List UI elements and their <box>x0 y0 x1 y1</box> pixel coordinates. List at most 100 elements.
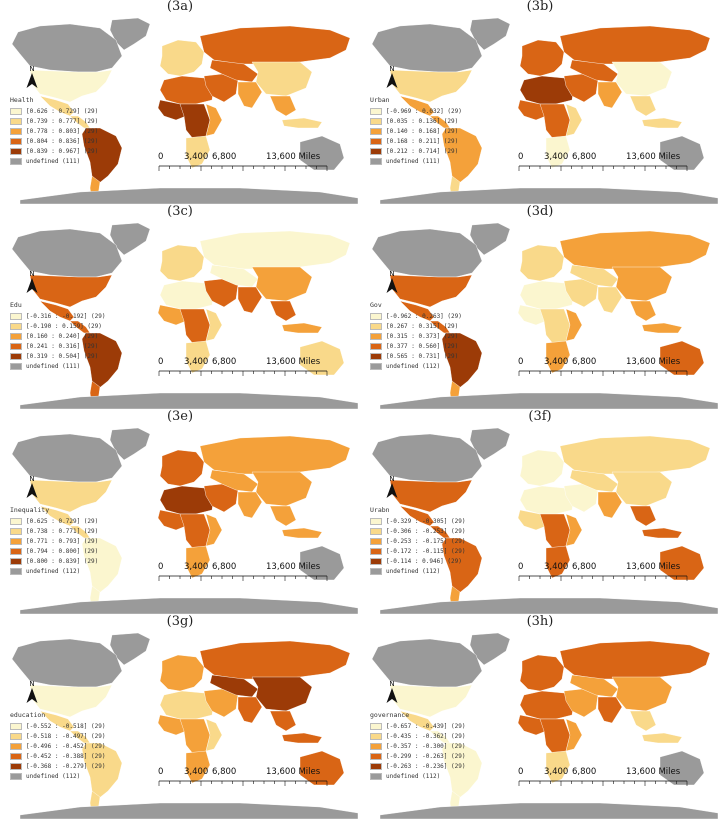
region-north-africa <box>519 690 575 720</box>
region-antarctica <box>19 187 359 204</box>
map-panel-3h: (3h) N governance [-0.657 : -0.439] (29)… <box>360 615 720 820</box>
scale-labels: 0 3,400 6,800 13,600 Miles <box>158 562 328 574</box>
legend-item-undefined: undefined (112) <box>370 566 465 576</box>
scale-label: 3,400 <box>184 152 209 162</box>
scale-label: 13,600 Miles <box>266 152 321 162</box>
legend-label: undefined (112) <box>386 567 441 575</box>
north-arrow-icon <box>386 73 398 88</box>
legend-swatch <box>10 107 22 115</box>
scale-bar: 0 3,400 6,800 13,600 Miles <box>518 357 688 380</box>
legend-item: [-0.452 : -0.388] (29) <box>10 751 105 761</box>
legend-item: [-0.329 : -0.305] (29) <box>370 516 465 526</box>
world-map <box>11 17 359 204</box>
north-arrow: N <box>385 679 399 705</box>
region-central-africa <box>539 718 571 756</box>
map-legend: Gov [-0.962 : 0.263] (29) [0.267 : 0.315]… <box>370 301 462 371</box>
scale-label: 6,800 <box>572 357 597 367</box>
scale-label: 6,800 <box>212 562 237 572</box>
region-indonesia <box>641 732 683 744</box>
region-india <box>237 696 263 724</box>
scale-ruler <box>518 165 688 171</box>
legend-item: [-0.253 : -0.175] (29) <box>370 536 465 546</box>
region-east-africa <box>565 513 583 547</box>
scale-label: 0 <box>518 152 524 162</box>
region-usa <box>29 274 113 308</box>
legend-label: [-0.657 : -0.439] (29) <box>386 722 466 730</box>
legend-label: [0.804 : 0.836] (29) <box>26 137 99 145</box>
scale-labels: 0 3,400 6,800 13,600 Miles <box>518 767 688 779</box>
region-usa <box>389 274 473 308</box>
legend-swatch <box>10 762 22 770</box>
region-central-africa <box>539 513 571 551</box>
scale-label: 6,800 <box>212 152 237 162</box>
north-arrow: N <box>385 64 399 90</box>
legend-swatch <box>10 137 22 145</box>
legend-swatch <box>10 772 22 780</box>
legend-label: [-0.518 : -0.497] (29) <box>26 732 106 740</box>
region-north-africa <box>519 75 575 105</box>
legend-item: [-0.306 : -0.253] (29) <box>370 526 465 536</box>
north-arrow: N <box>25 679 39 705</box>
region-mexico <box>39 710 75 732</box>
legend-item: [0.168 : 0.211] (29) <box>370 136 462 146</box>
region-india <box>597 491 623 519</box>
north-arrow: N <box>385 269 399 295</box>
scale-label: 6,800 <box>212 767 237 777</box>
region-canada <box>371 23 483 73</box>
legend-label: [0.377 : 0.560] (29) <box>386 342 459 350</box>
legend-item: [0.839 : 0.967] (29) <box>10 146 98 156</box>
region-south-america <box>441 127 483 185</box>
world-map <box>371 632 719 819</box>
north-arrow-icon <box>26 688 38 703</box>
region-central-asia <box>569 674 619 698</box>
scale-label: 13,600 Miles <box>626 767 681 777</box>
scale-label: 6,800 <box>572 562 597 572</box>
legend-item: [0.565 : 0.731] (29) <box>370 351 462 361</box>
legend-item: [0.160 : 0.240] (29) <box>10 331 105 341</box>
region-australia <box>659 135 705 171</box>
legend-swatch <box>10 322 22 330</box>
legend-swatch <box>370 312 382 320</box>
scale-bar: 0 3,400 6,800 13,600 Miles <box>158 152 328 175</box>
scale-label: 6,800 <box>572 767 597 777</box>
scale-labels: 0 3,400 6,800 13,600 Miles <box>158 767 328 779</box>
north-arrow-icon <box>386 278 398 293</box>
legend-title: Inequality <box>10 506 50 514</box>
region-north-africa <box>159 485 215 515</box>
legend-title: Edu <box>10 301 22 309</box>
region-india <box>597 81 623 109</box>
panel-title: (3e) <box>166 409 194 424</box>
legend-title: Gov <box>370 301 382 309</box>
legend-item: [-0.172 : -0.115] (29) <box>370 546 465 556</box>
region-europe <box>159 39 205 77</box>
scale-label: 0 <box>158 562 164 572</box>
map-panel-3g: (3g) N education [-0.552 : -0.518] (29)[… <box>0 615 360 820</box>
legend-swatch <box>370 322 382 330</box>
region-south-america <box>81 537 123 595</box>
region-north-africa <box>519 485 575 515</box>
legend-classes: [-0.552 : -0.518] (29) [-0.518 : -0.497] … <box>10 721 105 781</box>
legend-swatch <box>370 722 382 730</box>
legend-swatch <box>10 352 22 360</box>
region-sea <box>269 505 297 527</box>
region-antarctica <box>19 597 359 614</box>
legend-title: Health <box>10 96 34 104</box>
region-australia <box>659 750 705 786</box>
scale-ruler <box>518 780 688 786</box>
scale-label: 13,600 Miles <box>266 357 321 367</box>
legend-item: [-0.657 : -0.439] (29) <box>370 721 465 731</box>
scale-label: 13,600 Miles <box>266 767 321 777</box>
region-canada <box>11 638 123 688</box>
map-legend: Urban [-0.969 : 0.032] (29) [0.035 : 0.13… <box>370 96 462 166</box>
legend-label: [-0.172 : -0.115] (29) <box>386 547 466 555</box>
legend-item: [-0.496 : -0.452] (29) <box>10 741 105 751</box>
legend-item: [-0.263 : -0.236] (29) <box>370 761 465 771</box>
legend-item: [-0.962 : 0.263] (29) <box>370 311 462 321</box>
region-central-asia <box>569 469 619 493</box>
legend-item: [-0.316 : -0.192] (29) <box>10 311 105 321</box>
legend-swatch <box>370 567 382 575</box>
region-india <box>597 696 623 724</box>
north-label: N <box>389 65 394 73</box>
region-usa <box>389 69 473 103</box>
legend-item: [0.319 : 0.504] (29) <box>10 351 105 361</box>
